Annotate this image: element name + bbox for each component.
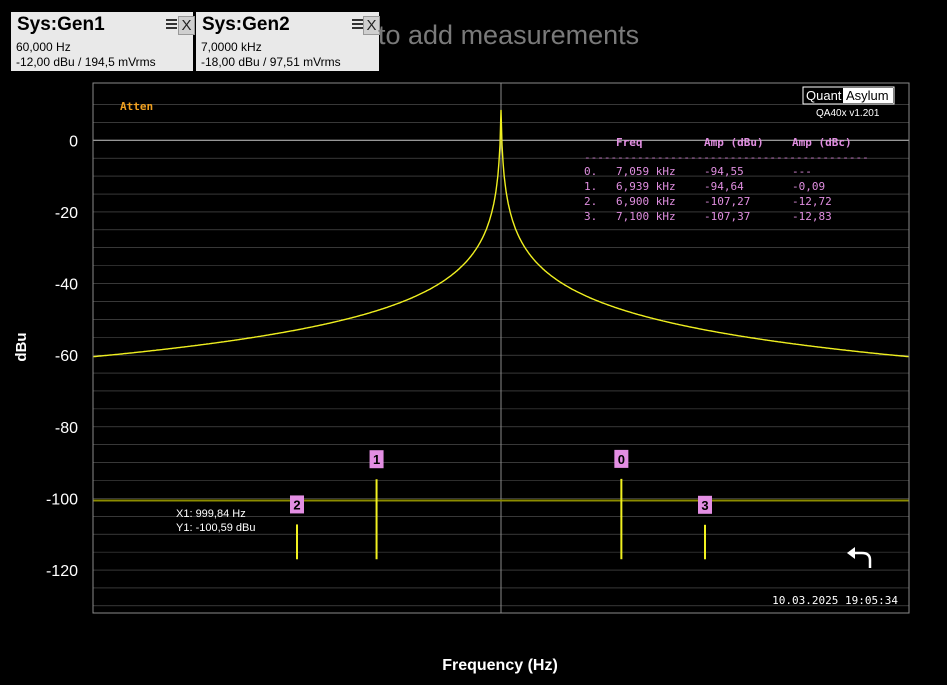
table-cell: -94,64 [704,180,744,193]
peak-marker-box[interactable] [614,449,629,468]
logo-left: Quant [806,88,842,103]
generator-title: Sys:Gen2 [202,14,290,35]
table-cell: 2. [584,195,597,208]
y-tick-label: -120 [46,563,78,580]
generator-frequency: 7,0000 kHz [201,40,262,54]
table-separator: ----------------------------------------… [584,151,869,164]
generator-level: -18,00 dBu / 97,51 mVrms [201,55,341,69]
spectrum-trace [92,109,910,358]
table-header: Freq [616,136,643,149]
measurement-table: Freq Amp (dBu) Amp (dBc) ------------------… [584,136,869,223]
table-cell: -0,09 [792,180,825,193]
table-cell: 6,939 kHz [616,180,676,193]
table-cell: 1. [584,180,597,193]
close-button[interactable]: X [178,16,195,35]
cursor-y-readout: Y1: -100,59 dBu [176,522,256,534]
generator-frequency: 60,000 Hz [16,40,71,54]
peak-marker-box[interactable] [290,495,304,514]
add-measurements-hint: to add measurements [378,20,640,50]
peak-marker-box[interactable] [369,450,384,469]
table-header: Amp (dBu) [704,136,764,149]
timestamp: 10.03.2025 19:05:34 [772,594,898,607]
generator-panel-2[interactable]: Sys:Gen2 X 7,0000 kHz -18,00 dBu / 97,51… [196,12,380,71]
y-tick-label: -40 [55,277,78,294]
menu-icon[interactable] [166,19,177,30]
y-tick-label: -20 [55,205,78,222]
y-tick-label: -80 [55,420,78,437]
close-button[interactable]: X [363,16,380,35]
table-cell: 0. [584,165,597,178]
cursor-x-readout: X1: 999,84 Hz [176,508,246,520]
generator-panel-1[interactable]: Sys:Gen1 X 60,000 Hz -12,00 dBu / 194,5 … [11,12,195,71]
peak-marker-label: 0 [618,452,625,467]
generator-level: -12,00 dBu / 194,5 mVrms [16,55,156,69]
back-arrow-icon[interactable] [847,547,872,568]
generator-title: Sys:Gen1 [17,14,105,35]
peak-marker-label: 3 [701,498,708,513]
peak-marker-label: 2 [293,497,300,512]
table-header: Amp (dBc) [792,136,852,149]
table-cell: -12,83 [792,210,832,223]
chart-grid [93,83,909,613]
table-cell: -107,27 [704,195,750,208]
peak-marker-label: 1 [373,452,380,467]
table-cell: -12,72 [792,195,832,208]
y-tick-label: -100 [46,491,78,508]
peak-markers: 0 1 2 3 [290,449,712,560]
y-tick-label: 0 [69,133,78,150]
version-label: QA40x v1.201 [816,108,880,119]
table-cell: -94,55 [704,165,744,178]
peak-marker-box[interactable] [698,495,712,514]
quantasylum-logo: Quant Asylum QA40x v1.201 [802,86,895,119]
y-tick-labels: 0 -20 -40 -60 -80 -100 -120 [46,133,78,580]
table-cell: 6,900 kHz [616,195,676,208]
atten-label: Atten [120,100,153,113]
table-cell: 7,059 kHz [616,165,676,178]
table-cell: 7,100 kHz [616,210,676,223]
table-cell: 3. [584,210,597,223]
table-cell: -107,37 [704,210,750,223]
logo-right: Asylum [846,88,889,103]
table-cell: --- [792,165,812,178]
x-axis-label: Frequency (Hz) [442,657,558,674]
y-axis-label: dBu [13,332,30,361]
y-tick-label: -60 [55,348,78,365]
plot-frame [92,82,910,614]
menu-icon[interactable] [352,19,363,30]
